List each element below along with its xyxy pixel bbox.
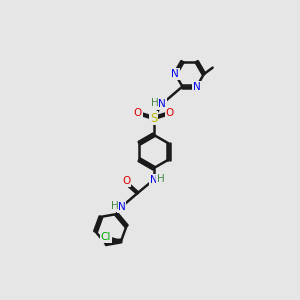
Text: H: H [157,173,165,184]
Text: N: N [193,82,201,92]
Text: O: O [134,108,142,118]
Text: O: O [122,176,130,186]
Text: O: O [166,108,174,118]
Text: H: H [111,201,119,211]
Text: N: N [118,202,125,212]
Text: N: N [158,99,166,109]
Text: Cl: Cl [100,232,111,242]
Text: H: H [151,98,158,107]
Text: S: S [150,112,158,124]
Text: N: N [150,175,158,185]
Text: N: N [171,69,179,79]
